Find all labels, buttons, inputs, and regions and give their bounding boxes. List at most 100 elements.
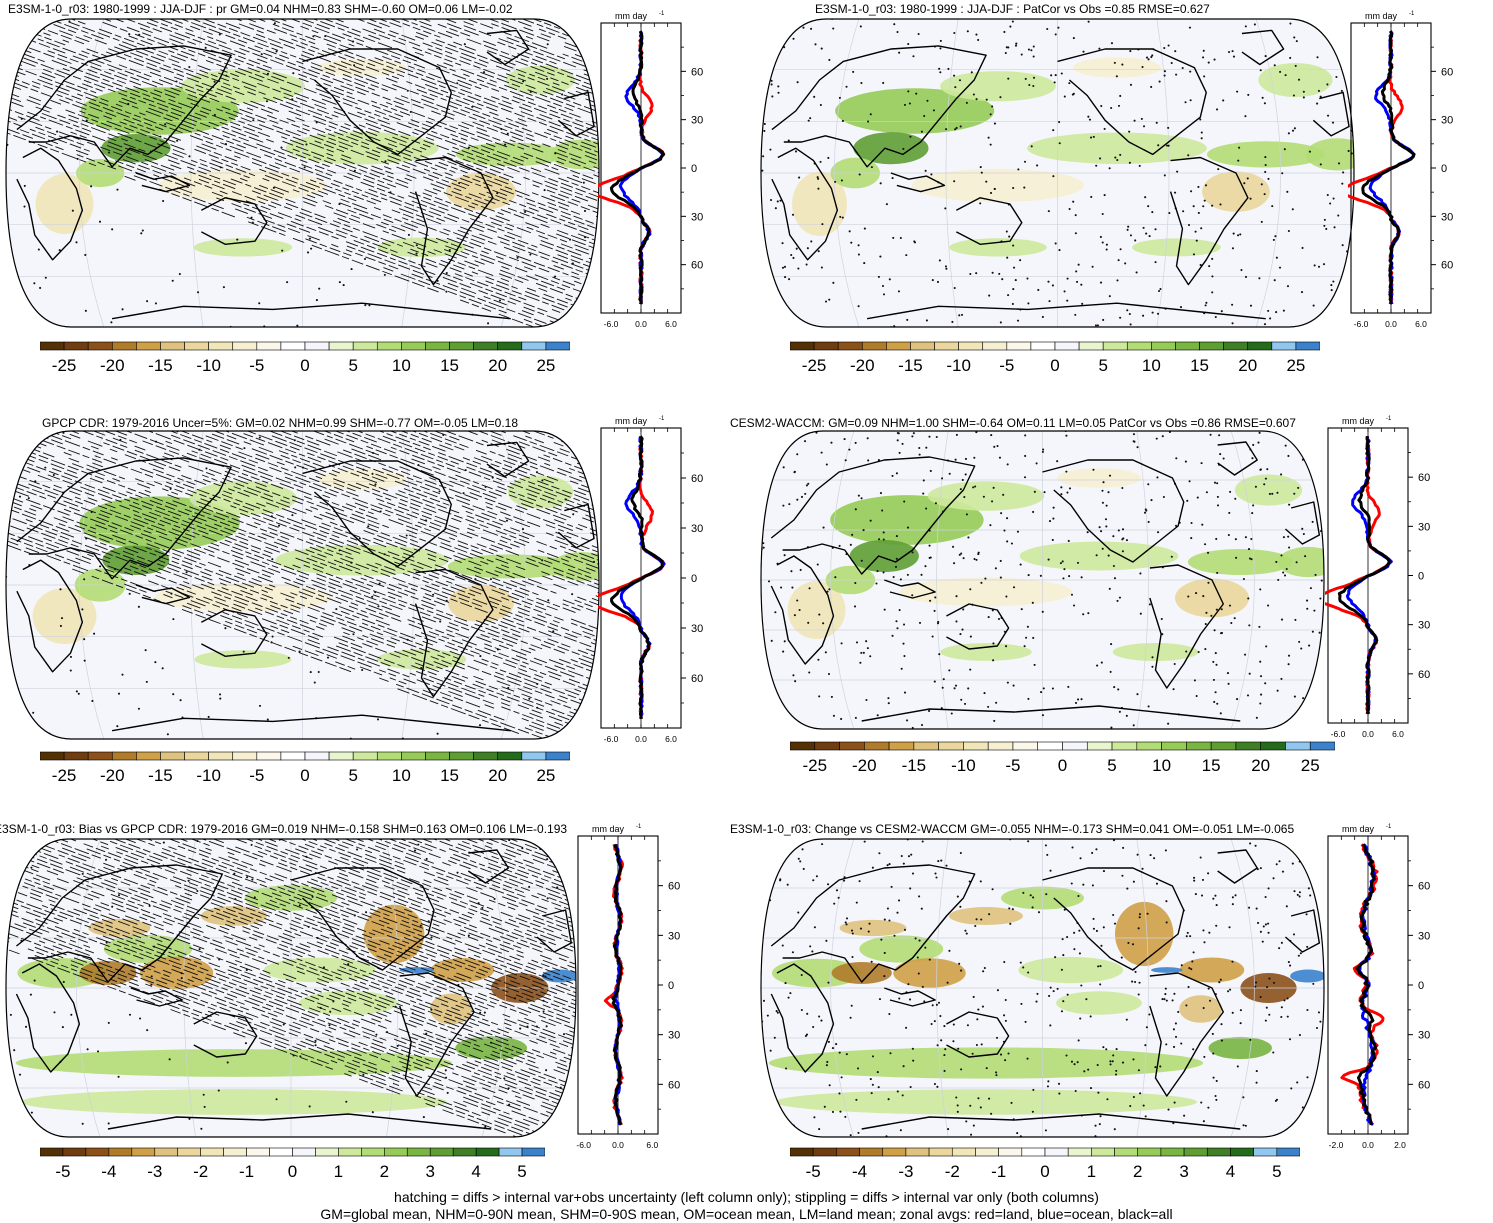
colorbar-swatch (209, 342, 233, 350)
field-patch (195, 650, 292, 668)
colorbar-tick-label: 25 (536, 766, 555, 785)
colorbar-tick-label: 5 (1098, 356, 1107, 375)
map-projection (5, 430, 600, 740)
panel-title: E3SM-1-0_r03: 1980-1999 : JJA-DJF : PatC… (815, 2, 1210, 16)
lat-label: 60N (1441, 66, 1453, 78)
colorbar-tick-label: -20 (100, 766, 125, 785)
zonal-mean-panel: mm day-160N30N030S60S-2.00.02.0 (1328, 824, 1430, 1150)
footer-line-1: hatching = diffs > internal var+obs unce… (0, 1189, 1493, 1206)
colorbar-swatch (935, 342, 959, 350)
colorbar-swatch (353, 342, 377, 350)
colorbar-swatch (377, 342, 401, 350)
zonal-x-tick-label: -6.0 (1354, 319, 1369, 329)
colorbar-swatch (209, 752, 233, 760)
lat-label: 0 (691, 163, 697, 175)
zonal-unit-exponent: -1 (659, 11, 665, 17)
field-patch (949, 238, 1047, 256)
colorbar-tick-label: -15 (148, 766, 173, 785)
colorbar-swatch (305, 342, 329, 350)
colorbar-swatch (1115, 1148, 1138, 1156)
lat-label: 60N (1418, 472, 1430, 484)
colorbar-swatch (63, 1148, 86, 1156)
colorbar-swatch (338, 1148, 361, 1156)
lat-label: 30N (1418, 930, 1430, 942)
lat-label: 0 (691, 573, 697, 585)
colorbar-tick-label: -2 (945, 1162, 960, 1181)
colorbar-swatch (474, 342, 498, 350)
colorbar-swatch (1296, 342, 1320, 350)
colorbar-tick-label: 10 (1142, 356, 1161, 375)
colorbar-tick-label: 0 (1040, 1162, 1049, 1181)
field-patch (1115, 902, 1173, 966)
field-patch (1175, 579, 1249, 618)
panel-change-vs-cesm2: mm day-160N30N030S60S-2.00.02.0-5-4-3-2-… (755, 818, 1493, 1218)
lat-label: 60N (691, 66, 703, 78)
colorbar-swatch (498, 342, 522, 350)
field-patch (769, 1047, 1203, 1078)
colorbar-swatch (1162, 742, 1187, 750)
zonal-x-tick-label: 0.0 (1362, 729, 1374, 739)
field-patch (940, 643, 1031, 661)
colorbar-tick-label: -1 (991, 1162, 1006, 1181)
panel-title: CESM2-WACCM: GM=0.09 NHM=1.00 SHM=-0.64 … (730, 416, 1296, 430)
colorbar-swatch (1261, 742, 1286, 750)
colorbar-swatch (952, 1148, 975, 1156)
colorbar-swatch (939, 742, 964, 750)
zonal-unit-exponent: -1 (659, 416, 665, 422)
colorbar-swatch (1211, 742, 1236, 750)
colorbar-tick-label: -5 (55, 1162, 70, 1181)
lat-label: 60S (1418, 669, 1430, 681)
colorbar-swatch (1248, 342, 1272, 350)
colorbar-tick-label: -25 (802, 756, 827, 775)
colorbar-swatch (305, 752, 329, 760)
colorbar-swatch (476, 1148, 499, 1156)
field-patch (928, 481, 1045, 511)
colorbar-swatch (178, 1148, 201, 1156)
colorbar-swatch (983, 342, 1007, 350)
field-patch (949, 907, 1023, 925)
colorbar-tick-label: -20 (100, 356, 125, 375)
zonal-mean-panel: mm day-160N30N030S60S-6.00.06.0 (598, 416, 703, 744)
colorbar-tick-label: 0 (1050, 356, 1059, 375)
field-patch (299, 991, 397, 1015)
panel-e3sm-jja-djf: mm day-160N30N030S60S-6.00.06.0-25-20-15… (0, 0, 738, 400)
map-projection (760, 838, 1325, 1138)
colorbar-swatch (860, 1148, 883, 1156)
colorbar-swatch (430, 1148, 453, 1156)
lat-label: 60S (668, 1079, 680, 1091)
colorbar-swatch (546, 752, 570, 760)
field-patch (542, 970, 577, 983)
colorbar-swatch (929, 1148, 952, 1156)
colorbar-swatch (160, 752, 184, 760)
zonal-mean-panel: mm day-160N30N030S60S-6.00.06.0 (576, 824, 680, 1150)
colorbar-tick-label: -1 (239, 1162, 254, 1181)
colorbar-swatch (889, 742, 914, 750)
field-patch (508, 475, 573, 508)
zonal-svg: mm day-160N30N030S60S-2.00.02.0 (1325, 818, 1430, 1161)
field-patch (900, 578, 1073, 607)
colorbar-tick-label: 15 (1190, 356, 1209, 375)
colorbar-tick-label: 2 (380, 1162, 389, 1181)
lat-label: 30N (691, 115, 703, 127)
colorbar-swatch (450, 342, 474, 350)
colorbar-swatch (914, 742, 939, 750)
zonal-mean-panel: mm day-160N30N030S60S-6.00.06.0 (1348, 11, 1453, 329)
zonal-svg: mm day-160N30N030S60S-6.00.06.0 (575, 818, 680, 1161)
colorbar-tick-label: 3 (1179, 1162, 1188, 1181)
colorbar-swatch (315, 1148, 338, 1156)
colorbar-swatch (136, 752, 160, 760)
colorbar-swatch (1079, 342, 1103, 350)
lat-label: 30S (1441, 211, 1453, 223)
lat-label: 60S (1418, 1079, 1430, 1091)
colorbar-swatch (1151, 342, 1175, 350)
zonal-svg: mm day-160N30N030S60S-6.00.06.0 (1348, 5, 1453, 340)
zonal-x-tick-label: -6.0 (576, 1140, 591, 1150)
colorbar-swatch (1254, 1148, 1277, 1156)
field-patch (1290, 969, 1325, 982)
zonal-unit-exponent: -1 (1386, 824, 1392, 830)
colorbar-tick-label: 15 (440, 356, 459, 375)
